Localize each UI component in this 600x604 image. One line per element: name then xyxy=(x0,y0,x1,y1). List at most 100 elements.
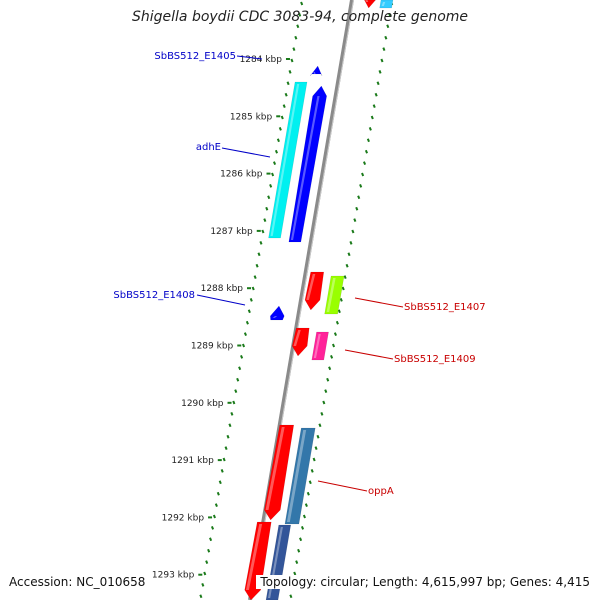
kbp-tick-label: 1288 kbp xyxy=(201,284,244,294)
forward-tick-mark xyxy=(267,195,271,200)
reverse-tick-mark xyxy=(304,503,308,507)
reverse-tick-mark xyxy=(299,537,303,542)
reverse-tick-mark xyxy=(289,594,293,599)
forward-tick-mark xyxy=(257,252,261,257)
reverse-tick-mark xyxy=(355,206,359,211)
reverse-tick-mark xyxy=(362,161,367,165)
reverse-tick-mark xyxy=(322,400,326,405)
label-SbBS512_E1408-leader xyxy=(196,294,246,306)
forward-tick-mark xyxy=(290,58,294,63)
forward-tick-mark xyxy=(234,389,238,393)
kbp-tick-label: 1290 kbp xyxy=(181,399,224,409)
forward-tick-mark xyxy=(265,206,269,211)
reverse-tick-mark xyxy=(308,480,312,485)
forward-tick-mark xyxy=(203,571,207,576)
label-oppA: oppA xyxy=(368,486,394,497)
forward-tick-mark xyxy=(278,127,282,131)
feature-SbBS512_E1408-gene xyxy=(270,305,285,321)
reverse-tick-mark xyxy=(351,229,355,234)
forward-tick-mark xyxy=(292,47,296,51)
forward-tick-mark xyxy=(269,184,273,188)
label-adhE: adhE xyxy=(196,142,221,153)
forward-tick-mark xyxy=(298,13,302,17)
forward-tick-mark xyxy=(218,480,222,485)
forward-tick-mark xyxy=(230,412,234,416)
reverse-tick-mark xyxy=(357,195,361,200)
forward-tick-mark xyxy=(261,229,265,234)
reverse-tick-mark xyxy=(370,115,374,120)
forward-tick-mark xyxy=(253,275,257,279)
feature-lower-gene-shine xyxy=(246,524,263,590)
reverse-tick-mark xyxy=(328,366,332,371)
label-SbBS512_E1407: SbBS512_E1407 xyxy=(404,302,486,313)
forward-tick-mark xyxy=(212,514,216,519)
reverse-tick-mark xyxy=(347,252,351,257)
forward-tick-mark xyxy=(207,548,211,553)
forward-tick-mark xyxy=(238,366,242,371)
feature-SbBS512_E1407-gene-shine xyxy=(306,274,316,300)
feature-reverse-top-gene-shine xyxy=(365,0,369,2)
label-SbBS512_E1405-leader xyxy=(236,55,263,60)
forward-tick-mark xyxy=(288,70,292,74)
kbp-tick-label: 1289 kbp xyxy=(191,342,234,352)
forward-tick-mark xyxy=(224,446,228,450)
forward-tick-mark xyxy=(245,320,249,325)
feature-E1405-marker xyxy=(309,65,323,77)
reverse-tick-mark xyxy=(318,423,322,428)
reverse-tick-mark xyxy=(331,343,336,348)
kbp-tick-label: 1286 kbp xyxy=(220,170,263,180)
reverse-tick-mark xyxy=(366,138,370,143)
reverse-tick-mark xyxy=(302,514,306,519)
feature-adhE-gene xyxy=(288,85,327,243)
reverse-tick-mark xyxy=(380,58,384,63)
forward-tick-mark xyxy=(220,469,224,473)
reverse-tick-mark xyxy=(324,389,328,393)
feature-SbBS512_E1409-gene-shine xyxy=(293,330,301,346)
feature-SbBS512_E1407-cog xyxy=(324,275,345,315)
reverse-tick-mark xyxy=(306,491,310,496)
reverse-tick-mark xyxy=(333,332,337,336)
forward-tick-mark xyxy=(280,115,284,120)
label-adhE-leader xyxy=(221,147,271,158)
forward-tick-mark xyxy=(251,286,255,291)
reverse-tick-mark xyxy=(339,298,343,302)
kbp-tick-label: 1291 kbp xyxy=(171,456,214,466)
feature-reverse-top-gene xyxy=(363,0,377,9)
kbp-tick-label: 1287 kbp xyxy=(210,227,253,237)
reverse-tick-mark xyxy=(376,81,380,86)
feature-SbBS512_E1409-gene xyxy=(291,327,310,357)
reverse-tick-mark xyxy=(384,35,388,40)
reverse-tick-mark xyxy=(382,47,386,51)
reverse-tick-mark xyxy=(349,241,353,245)
forward-tick-mark xyxy=(241,343,246,348)
label-oppA-leader xyxy=(317,480,368,492)
kbp-tick-label: 1285 kbp xyxy=(230,112,273,122)
reverse-tick-mark xyxy=(378,70,382,74)
forward-tick-mark xyxy=(276,138,280,143)
reverse-tick-mark xyxy=(320,412,324,416)
forward-tick-mark xyxy=(263,218,267,222)
forward-tick-mark xyxy=(226,434,230,439)
reverse-tick-mark xyxy=(310,469,314,473)
label-SbBS512_E1407-leader xyxy=(354,297,404,308)
forward-tick-mark xyxy=(222,457,226,462)
reverse-tick-mark xyxy=(359,184,363,188)
reverse-tick-mark xyxy=(372,104,376,108)
feature-adhE-gene-shine xyxy=(290,96,320,240)
reverse-tick-mark xyxy=(337,309,341,314)
forward-tick-mark xyxy=(294,35,298,40)
kbp-tick-label: 1292 kbp xyxy=(162,513,205,523)
forward-tick-mark xyxy=(247,309,251,314)
genome-summary: Topology: circular; Length: 4,615,997 bp… xyxy=(256,575,590,589)
feature-oppA-gene xyxy=(264,424,295,521)
forward-tick-mark xyxy=(272,161,277,165)
forward-tick-mark xyxy=(228,423,232,428)
feature-oppA-cog-shine xyxy=(286,430,307,522)
reverse-tick-mark xyxy=(374,92,378,97)
forward-tick-mark xyxy=(201,583,205,587)
forward-tick-mark xyxy=(236,377,240,382)
forward-tick-mark xyxy=(259,241,263,245)
feature-SbBS512_E1407-cog-shine xyxy=(326,278,336,312)
forward-tick-mark xyxy=(199,594,203,599)
